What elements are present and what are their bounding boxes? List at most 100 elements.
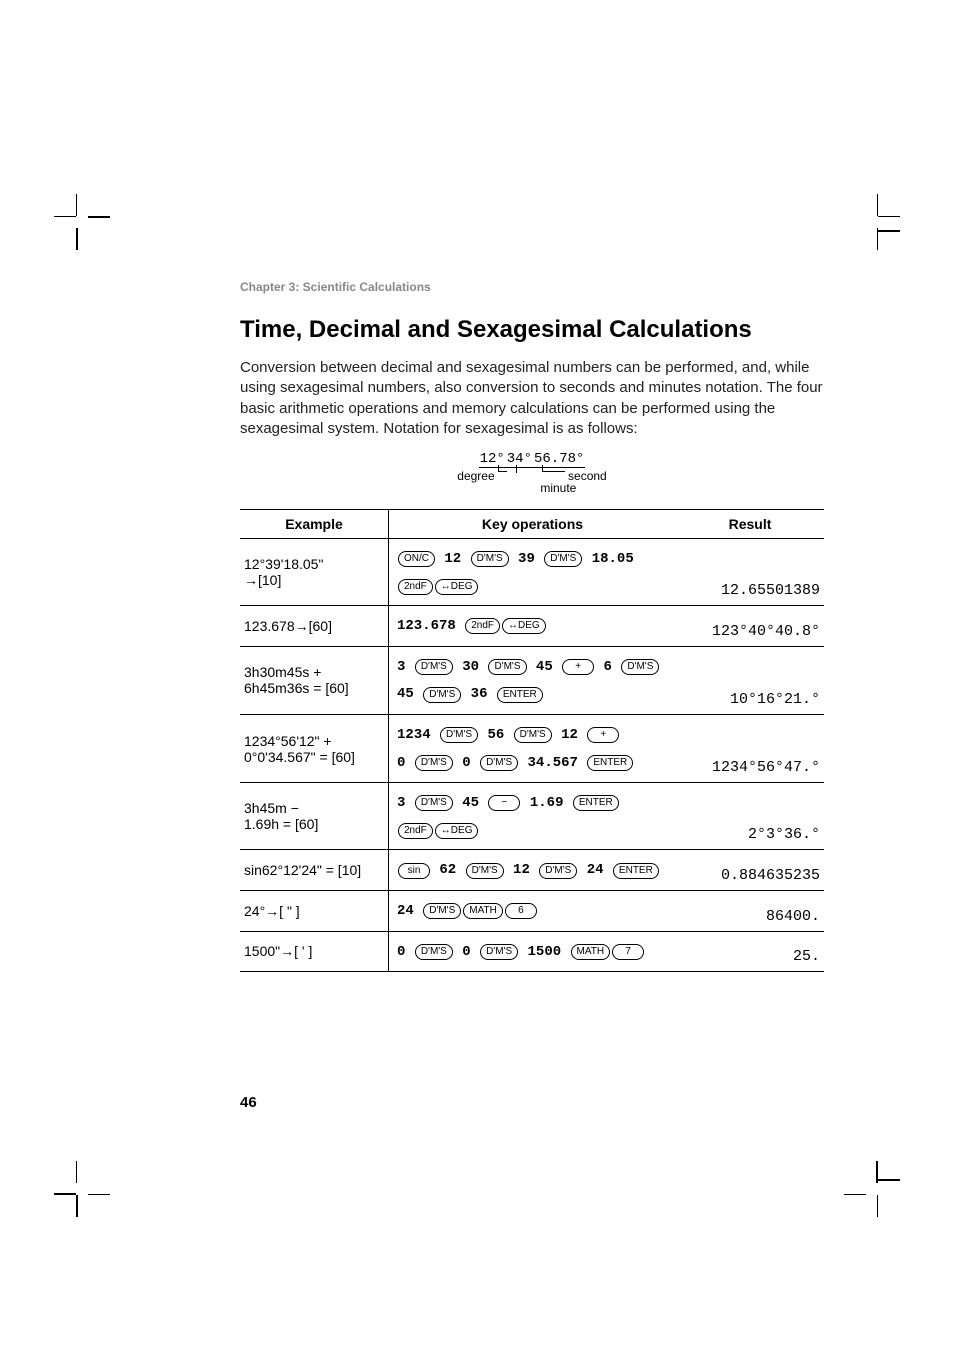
typed-value: 123.678 [397, 618, 464, 634]
page-content: Chapter 3: Scientific Calculations Time,… [0, 0, 954, 972]
plus-key: + [587, 727, 619, 743]
dms-key: D'M'S [621, 659, 659, 675]
dms-key: D'M'S [415, 795, 453, 811]
plus-key: + [562, 659, 594, 675]
typed-value: 3 [397, 795, 414, 811]
notation-diagram: 12°34°56.78° degree second degree —minut… [240, 449, 824, 495]
ddeg-key: ↔DEG [502, 618, 546, 634]
keyops-cell: 3 D'M'S 45 − 1.69 ENTER 2ndF↔DEG [389, 783, 677, 850]
table-row: 1500"→[ ' ] 0 D'M'S 0 D'M'S 1500 MATH725… [240, 931, 824, 972]
enter-key: ENTER [573, 795, 619, 811]
page-title: Time, Decimal and Sexagesimal Calculatio… [240, 316, 824, 344]
ddeg-key: ↔DEG [435, 823, 479, 839]
table-row: 24°→[ " ] 24 D'M'SMATH686400. [240, 890, 824, 931]
math-key: MATH [463, 903, 503, 919]
result-cell: 2°3°36.° [676, 783, 824, 850]
result-cell: 12.65501389 [676, 539, 824, 606]
keyops-cell: 0 D'M'S 0 D'M'S 1500 MATH7 [389, 931, 677, 972]
example-cell: 123.678→[60] [240, 606, 389, 647]
dms-key: D'M'S [466, 863, 504, 879]
table-row: 1234°56'12" +0°0'34.567" = [60] 1234 D'M… [240, 714, 824, 782]
sin-key: sin [398, 863, 430, 879]
dms-key: D'M'S [480, 755, 518, 771]
typed-value: 12 [505, 862, 539, 878]
typed-value: 6 [595, 659, 620, 675]
typed-value: 24 [397, 903, 422, 919]
typed-value: 45 [528, 659, 562, 675]
example-cell: 1234°56'12" +0°0'34.567" = [60] [240, 714, 389, 782]
notation-minute: minute [540, 481, 576, 495]
dms-key: D'M'S [539, 863, 577, 879]
dms-key: D'M'S [415, 944, 453, 960]
k6-key: 6 [505, 903, 537, 919]
dms-key: D'M'S [423, 903, 461, 919]
typed-value: 45 [397, 686, 422, 702]
example-cell: 3h30m45s +6h45m36s = [60] [240, 646, 389, 714]
keyops-cell: 3 D'M'S 30 D'M'S 45 + 6 D'M'S 45 D'M'S 3… [389, 646, 677, 714]
calculations-table: Example Key operations Result 12°39'18.0… [240, 509, 824, 972]
example-cell: sin62°12'24" = [10] [240, 850, 389, 891]
typed-value: 0 [397, 755, 414, 771]
dms-key: D'M'S [471, 551, 509, 567]
example-cell: 3h45m −1.69h = [60] [240, 783, 389, 850]
dms-key: D'M'S [488, 659, 526, 675]
enter-key: ENTER [613, 863, 659, 879]
keyops-cell: ON/C 12 D'M'S 39 D'M'S 18.05 2ndF↔DEG [389, 539, 677, 606]
typed-value: 1.69 [521, 795, 571, 811]
table-row: 3h30m45s +6h45m36s = [60] 3 D'M'S 30 D'M… [240, 646, 824, 714]
typed-value: 24 [578, 862, 612, 878]
typed-value: 0 [454, 755, 479, 771]
typed-value: 1500 [519, 944, 569, 960]
secf-key: 2ndF [398, 823, 433, 839]
dms-key: D'M'S [415, 659, 453, 675]
typed-value: 18.05 [583, 551, 633, 567]
enter-key: ENTER [587, 755, 633, 771]
keyops-cell: 1234 D'M'S 56 D'M'S 12 + 0 D'M'S 0 D'M'S… [389, 714, 677, 782]
typed-value: 45 [454, 795, 488, 811]
typed-value: 12 [553, 727, 587, 743]
typed-value: 39 [510, 551, 544, 567]
typed-value: 56 [479, 727, 513, 743]
secf-key: 2ndF [398, 579, 433, 595]
typed-value: 12 [436, 551, 470, 567]
example-cell: 12°39'18.05"→[10] [240, 539, 389, 606]
table-row: 123.678→[60] 123.678 2ndF↔DEG123°40°40.8… [240, 606, 824, 647]
k7-key: 7 [612, 944, 644, 960]
keyops-cell: 24 D'M'SMATH6 [389, 890, 677, 931]
typed-value: 34.567 [519, 755, 586, 771]
result-cell: 1234°56°47.° [676, 714, 824, 782]
dms-key: D'M'S [544, 551, 582, 567]
result-cell: 123°40°40.8° [676, 606, 824, 647]
keyops-cell: 123.678 2ndF↔DEG [389, 606, 677, 647]
dms-key: D'M'S [415, 755, 453, 771]
dms-key: D'M'S [480, 944, 518, 960]
dms-key: D'M'S [423, 687, 461, 703]
result-cell: 0.884635235 [676, 850, 824, 891]
ddeg-key: ↔DEG [435, 579, 479, 595]
dms-key: D'M'S [514, 727, 552, 743]
math-key: MATH [571, 944, 611, 960]
typed-value: 1234 [397, 727, 439, 743]
example-cell: 1500"→[ ' ] [240, 931, 389, 972]
col-example: Example [240, 510, 389, 539]
col-result: Result [676, 510, 824, 539]
example-cell: 24°→[ " ] [240, 890, 389, 931]
minus-key: − [488, 795, 520, 811]
keyops-cell: sin 62 D'M'S 12 D'M'S 24 ENTER [389, 850, 677, 891]
table-row: 12°39'18.05"→[10]ON/C 12 D'M'S 39 D'M'S … [240, 539, 824, 606]
table-row: 3h45m −1.69h = [60] 3 D'M'S 45 − 1.69 EN… [240, 783, 824, 850]
secf-key: 2ndF [465, 618, 500, 634]
enter-key: ENTER [497, 687, 543, 703]
page-number: 46 [240, 1094, 257, 1111]
col-keyops: Key operations [389, 510, 677, 539]
chapter-label: Chapter 3: Scientific Calculations [240, 280, 824, 294]
dms-key: D'M'S [440, 727, 478, 743]
table-row: sin62°12'24" = [10]sin 62 D'M'S 12 D'M'S… [240, 850, 824, 891]
typed-value: 3 [397, 659, 414, 675]
result-cell: 10°16°21.° [676, 646, 824, 714]
onc-key: ON/C [398, 551, 435, 567]
typed-value: 36 [462, 686, 496, 702]
typed-value: 30 [454, 659, 488, 675]
typed-value: 62 [431, 862, 465, 878]
result-cell: 86400. [676, 890, 824, 931]
